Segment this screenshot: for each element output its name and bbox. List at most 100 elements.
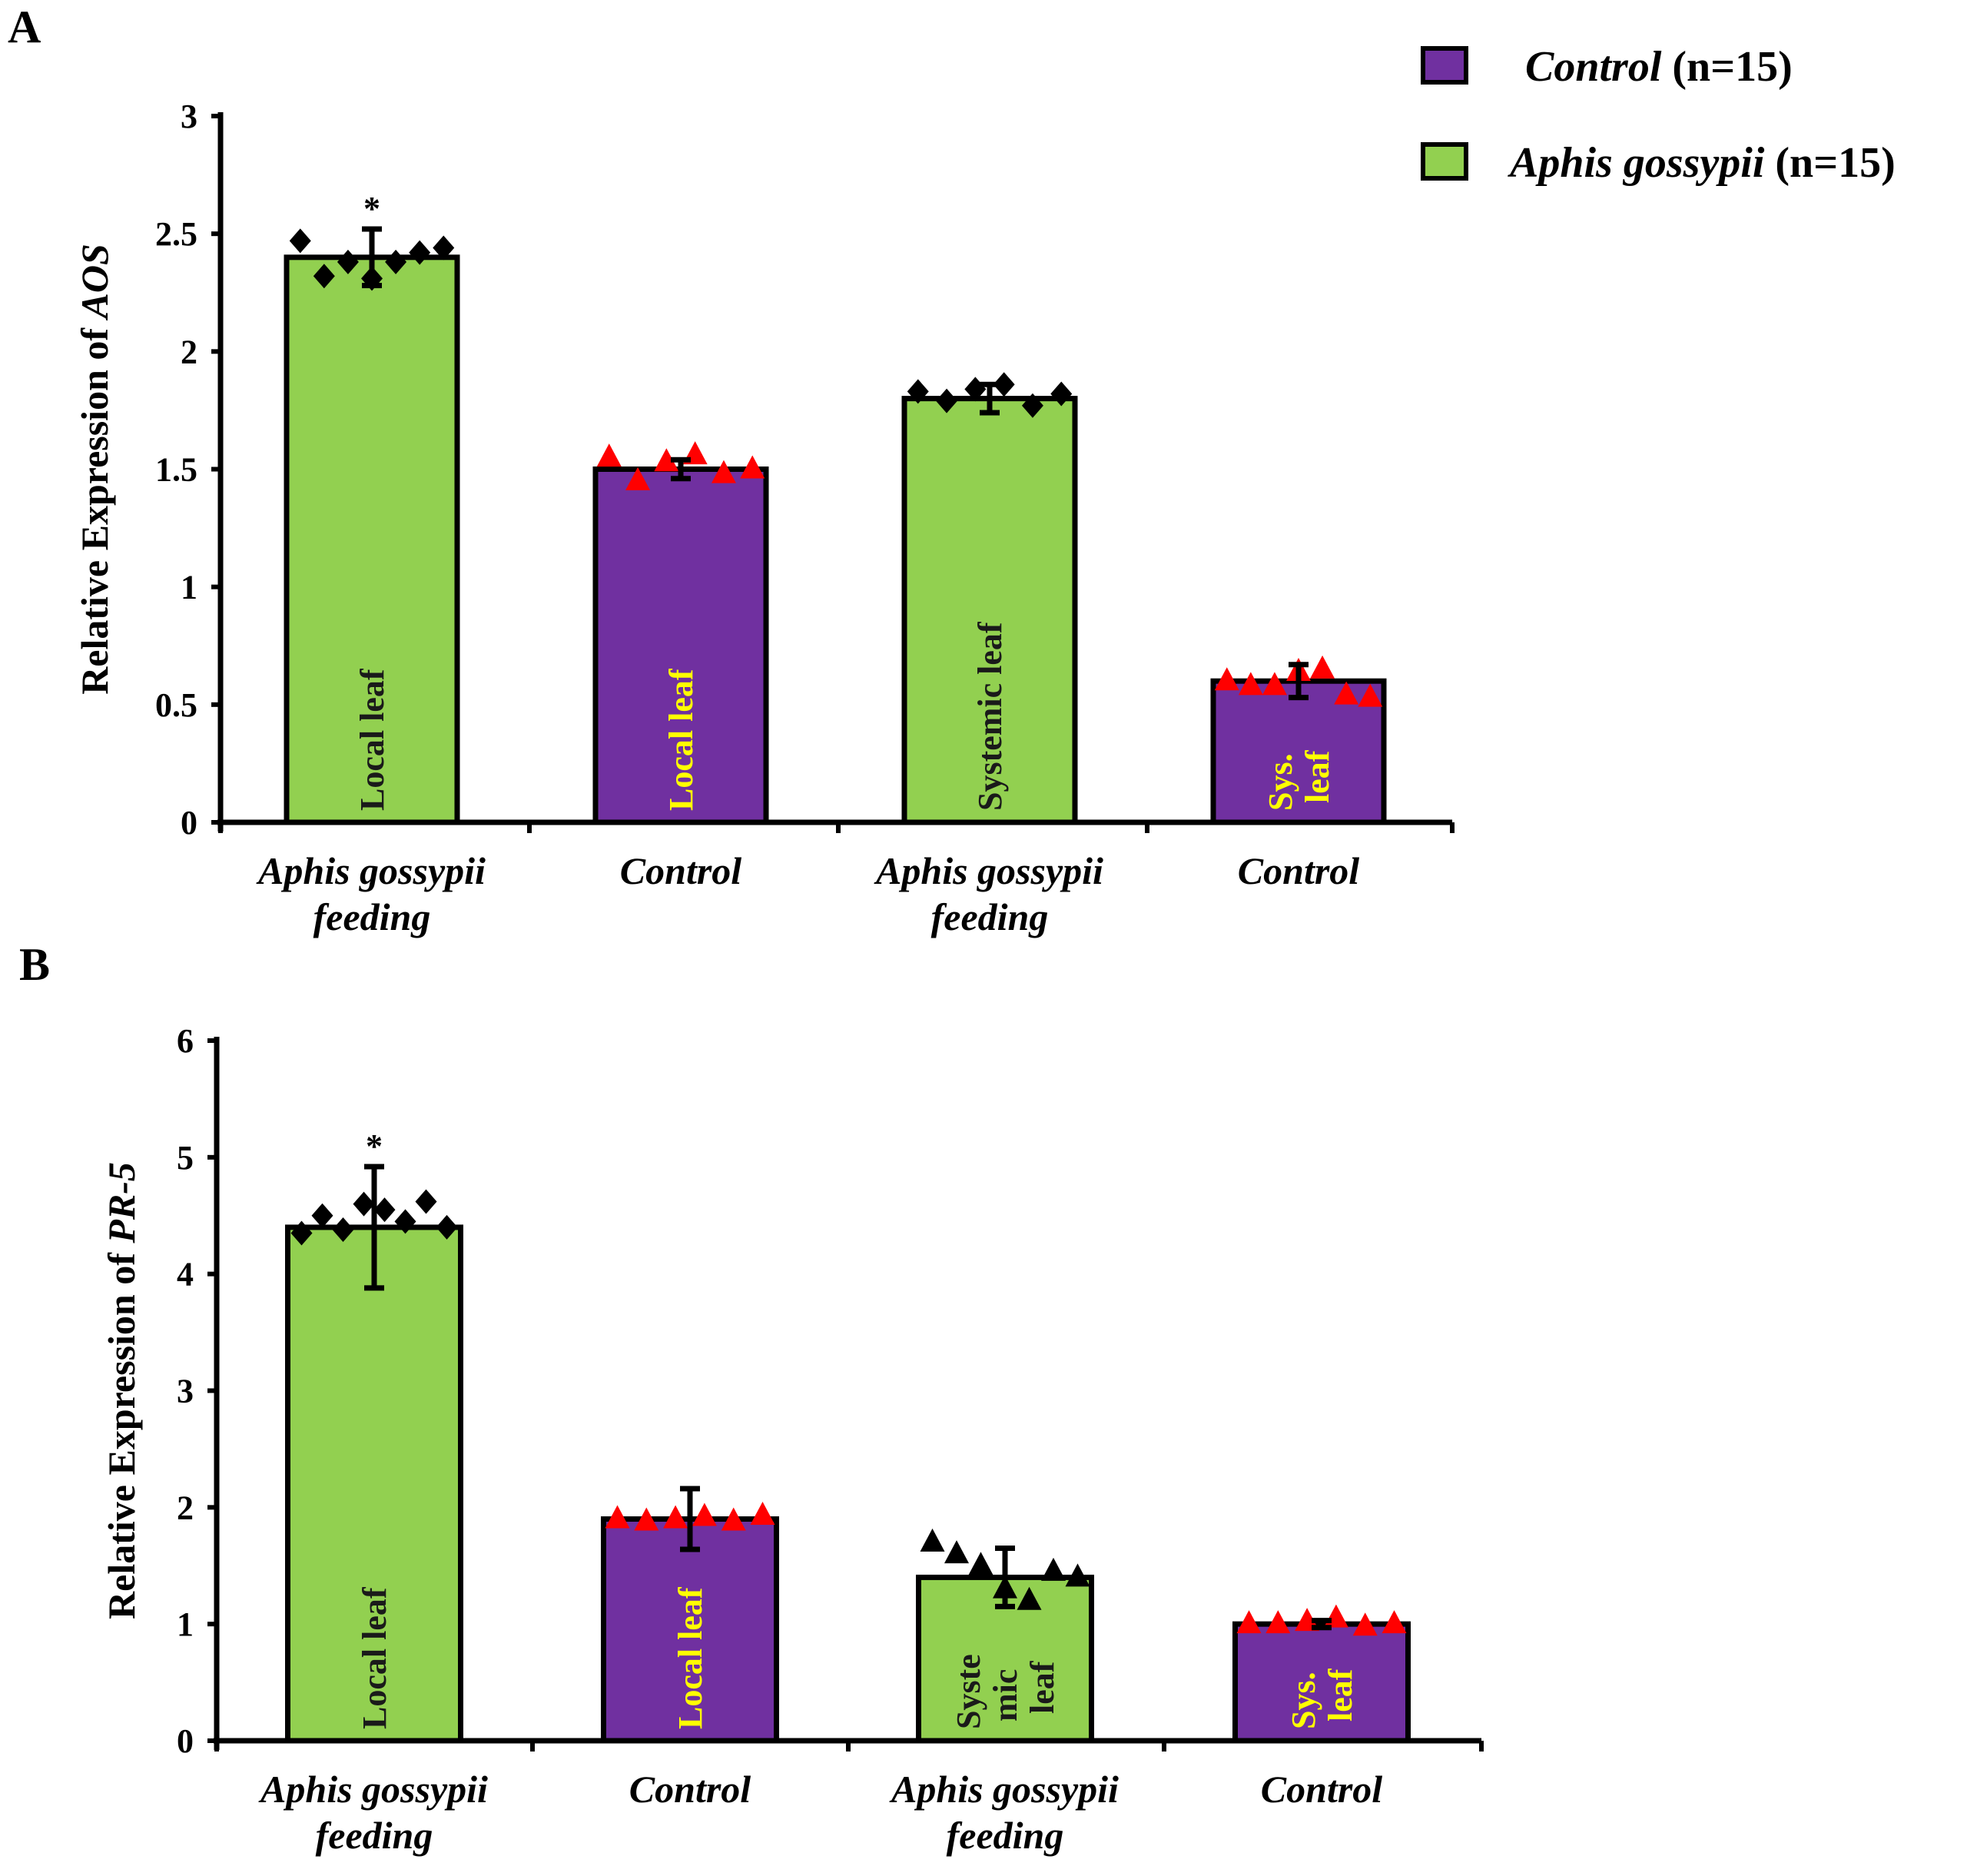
- data-point-diamond: [311, 1203, 333, 1228]
- y-axis-label: Relative Expression of AOS: [73, 244, 116, 695]
- significance-marker: *: [366, 1127, 383, 1165]
- legend-swatch-1: [1421, 142, 1468, 181]
- y-tick-label: 3: [177, 1373, 194, 1410]
- bar-control-1: [592, 467, 769, 825]
- bar-aphis-0: [284, 254, 460, 825]
- bar-inner-label: Sys.: [1285, 1672, 1322, 1729]
- legend-swatch-0: [1421, 46, 1468, 85]
- data-point-triangle: [1236, 1610, 1262, 1634]
- y-tick-label: 2: [181, 333, 197, 370]
- data-point-triangle: [1262, 672, 1287, 696]
- x-tick-label: Aphis gossypii: [874, 849, 1103, 892]
- bar-inner-label: Local leaf: [356, 1586, 393, 1729]
- y-tick-label: 2: [177, 1489, 194, 1526]
- y-tick-label: 0.5: [155, 686, 197, 724]
- legend-name: Control: [1525, 43, 1662, 91]
- data-point-triangle: [1017, 1586, 1042, 1610]
- legend-label-0: Control (n=15): [1525, 43, 1793, 91]
- bar-aphis-2: [901, 396, 1078, 825]
- data-point-triangle: [1310, 655, 1335, 679]
- data-point-triangle: [944, 1540, 969, 1564]
- data-point-triangle: [1265, 1610, 1291, 1634]
- bar-inner-label: leaf: [1299, 749, 1336, 803]
- y-tick-label: 5: [177, 1139, 194, 1177]
- data-point-diamond: [337, 249, 359, 274]
- data-point-diamond: [415, 1189, 437, 1214]
- data-point-diamond: [907, 379, 929, 404]
- legend-label-1: Aphis gossypii (n=15): [1508, 139, 1896, 187]
- data-point-triangle: [634, 1507, 659, 1531]
- data-point-diamond: [373, 1197, 396, 1223]
- y-tick-label: 0: [177, 1722, 194, 1760]
- data-point-diamond: [332, 1217, 354, 1242]
- data-point-diamond: [409, 240, 431, 265]
- legend-sample-size: (n=15): [1672, 43, 1792, 91]
- data-point-triangle: [721, 1507, 746, 1531]
- data-point-triangle: [692, 1502, 717, 1526]
- x-tick-label: feeding: [931, 895, 1049, 938]
- data-point-triangle: [605, 1505, 630, 1529]
- bar-inner-label: Local leaf: [662, 668, 700, 811]
- data-point-triangle: [920, 1528, 945, 1552]
- data-point-triangle: [1334, 681, 1359, 705]
- y-tick-label: 3: [181, 98, 197, 135]
- y-tick-label: 2.5: [155, 215, 197, 253]
- x-tick-label: Aphis gossypii: [256, 849, 486, 892]
- y-axis-label-prefix: Relative Expression of: [100, 1243, 143, 1619]
- bar-inner-label: Local leaf: [353, 668, 391, 811]
- data-point-diamond: [290, 1220, 313, 1246]
- bar-control-1: [601, 1516, 779, 1744]
- x-tick-label: Control: [1238, 849, 1360, 892]
- x-tick-label: Aphis gossypii: [889, 1768, 1119, 1811]
- data-point-diamond: [289, 228, 311, 254]
- data-point-diamond: [313, 264, 335, 289]
- significance-marker: *: [363, 190, 380, 227]
- data-point-triangle: [596, 443, 622, 467]
- data-point-triangle: [1382, 1610, 1407, 1634]
- x-tick-label: feeding: [316, 1814, 433, 1857]
- y-tick-label: 1: [181, 569, 197, 606]
- data-point-diamond: [993, 372, 1015, 397]
- legend-space: [1764, 139, 1775, 187]
- y-tick-label: 0: [181, 804, 197, 842]
- x-tick-label: Control: [1261, 1768, 1383, 1811]
- legend: Control (n=15)Aphis gossypii (n=15): [1421, 43, 1896, 187]
- bar-inner-label: Local leaf: [672, 1586, 709, 1729]
- data-point-triangle: [968, 1552, 993, 1576]
- y-axis-label-prefix: Relative Expression of: [73, 318, 116, 694]
- data-point-triangle: [625, 467, 651, 490]
- legend-sample-size: (n=15): [1775, 139, 1895, 187]
- y-tick-label: 6: [177, 1022, 194, 1060]
- data-point-diamond: [385, 249, 407, 274]
- y-tick-label: 1.5: [155, 451, 197, 489]
- x-tick-label: feeding: [947, 1814, 1064, 1857]
- x-tick-label: feeding: [313, 895, 431, 938]
- data-point-triangle: [1352, 1612, 1378, 1636]
- data-point-triangle: [654, 448, 679, 472]
- x-tick-label: Control: [620, 849, 742, 892]
- data-point-triangle: [1214, 667, 1239, 691]
- data-point-triangle: [1065, 1563, 1090, 1587]
- data-point-triangle: [1041, 1557, 1066, 1581]
- data-point-diamond: [353, 1191, 375, 1217]
- data-point-diamond: [394, 1209, 416, 1234]
- data-point-triangle: [1323, 1604, 1348, 1628]
- legend-space: [1661, 43, 1672, 91]
- data-point-triangle: [663, 1505, 688, 1529]
- bar-inner-label: leaf: [1023, 1660, 1061, 1714]
- y-tick-label: 1: [177, 1605, 194, 1643]
- x-tick-label: Control: [629, 1768, 751, 1811]
- data-point-diamond: [1050, 381, 1073, 407]
- bar-inner-label: Sys.: [1262, 753, 1299, 811]
- bar-inner-label: mic: [987, 1669, 1024, 1722]
- data-point-triangle: [750, 1501, 775, 1525]
- data-point-diamond: [1021, 393, 1043, 418]
- x-tick-label: Aphis gossypii: [258, 1768, 488, 1811]
- bar-inner-label: leaf: [1322, 1668, 1359, 1722]
- data-point-triangle: [1358, 683, 1383, 707]
- y-axis-label-gene: PR-5: [100, 1162, 143, 1244]
- bar-inner-label: Syste: [950, 1654, 987, 1729]
